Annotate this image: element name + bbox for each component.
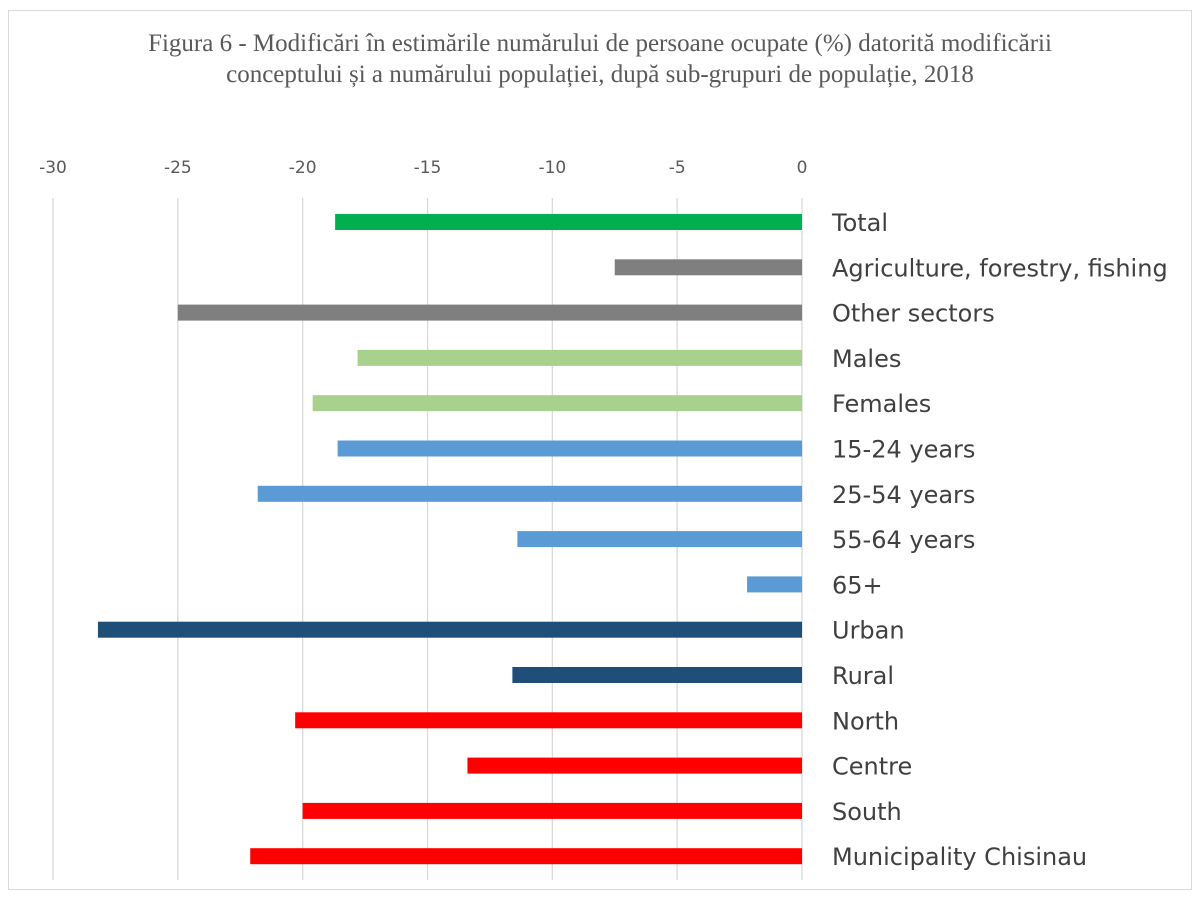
x-axis-ticks: -30 -25 -20 -15 -10 -5 0 [39, 158, 807, 178]
category-label: Agriculture, forestry, fishing [832, 254, 1168, 282]
bar [250, 848, 802, 865]
bar [97, 621, 802, 638]
x-tick-label: -20 [289, 158, 317, 178]
category-label: Other sectors [832, 300, 995, 328]
category-label: Total [831, 209, 888, 237]
bar [357, 349, 802, 366]
bar [614, 259, 802, 276]
category-label: 15-24 years [832, 436, 975, 464]
x-tick-label: -10 [538, 158, 566, 178]
x-tick-label: -25 [164, 158, 192, 178]
bar [295, 712, 802, 729]
category-label: Centre [832, 753, 912, 781]
bar [177, 304, 803, 321]
category-labels: Total Agriculture, forestry, fishing Other… [831, 209, 1168, 871]
bar [747, 576, 802, 593]
category-label: Municipality Chisinau [832, 843, 1087, 871]
category-label: North [832, 707, 899, 735]
bar [302, 802, 802, 819]
bar [512, 667, 802, 683]
category-label: 55-64 years [832, 526, 975, 554]
category-label: Males [832, 345, 901, 373]
x-tick-label: 0 [797, 158, 808, 178]
category-label: 25-54 years [832, 481, 975, 509]
category-label: Rural [832, 662, 894, 690]
x-tick-label: -15 [414, 158, 442, 178]
category-label: Urban [832, 617, 905, 645]
category-label: Females [832, 390, 931, 418]
chart-title: Figura 6 - Modificări în estimările numă… [148, 30, 1052, 88]
bars [97, 214, 803, 865]
bar [467, 757, 802, 774]
bar [337, 440, 802, 457]
bar [517, 531, 802, 548]
x-tick-label: -30 [39, 158, 67, 178]
category-label: 65+ [832, 571, 883, 599]
category-label: South [832, 798, 902, 826]
x-tick-label: -5 [669, 158, 686, 178]
bar [335, 214, 802, 230]
bar [257, 485, 802, 502]
bar [312, 395, 802, 412]
